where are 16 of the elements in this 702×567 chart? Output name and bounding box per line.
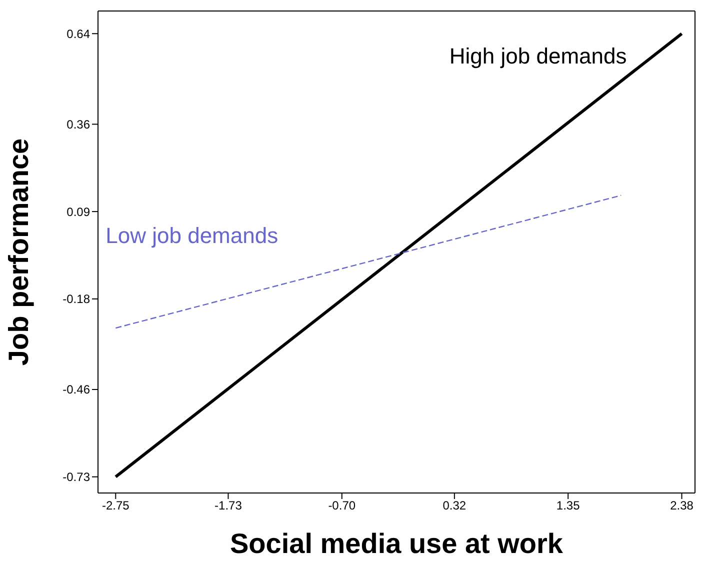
y-tick-label: -0.18: [62, 292, 90, 306]
y-tick-label: 0.09: [66, 204, 90, 219]
x-tick-label: 2.38: [670, 498, 694, 513]
x-axis-title: Social media use at work: [230, 528, 564, 559]
x-tick-label: -0.70: [328, 498, 356, 513]
x-tick-label: -1.73: [214, 498, 242, 513]
y-tick-label: 0.36: [66, 117, 90, 132]
series-label: High job demands: [449, 44, 627, 69]
x-tick-label: 0.32: [442, 498, 466, 513]
y-axis-title: Job performance: [2, 138, 34, 366]
x-tick-label: 1.35: [556, 498, 580, 513]
y-tick-label: 0.64: [66, 26, 90, 41]
x-tick-label: -2.75: [102, 498, 130, 513]
series-label: Low job demands: [106, 223, 278, 248]
y-tick-label: -0.46: [62, 382, 90, 397]
y-tick-label: -0.73: [62, 470, 90, 484]
